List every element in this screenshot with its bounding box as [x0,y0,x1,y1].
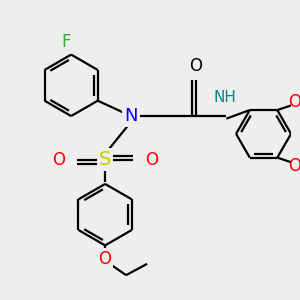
Text: NH: NH [213,90,236,105]
Text: O: O [99,250,112,268]
Text: O: O [189,57,202,75]
Text: O: O [146,151,158,169]
Text: S: S [99,150,111,169]
Text: F: F [61,33,71,51]
Text: O: O [52,151,65,169]
Text: O: O [289,157,300,175]
Text: N: N [124,107,138,125]
Text: O: O [289,93,300,111]
